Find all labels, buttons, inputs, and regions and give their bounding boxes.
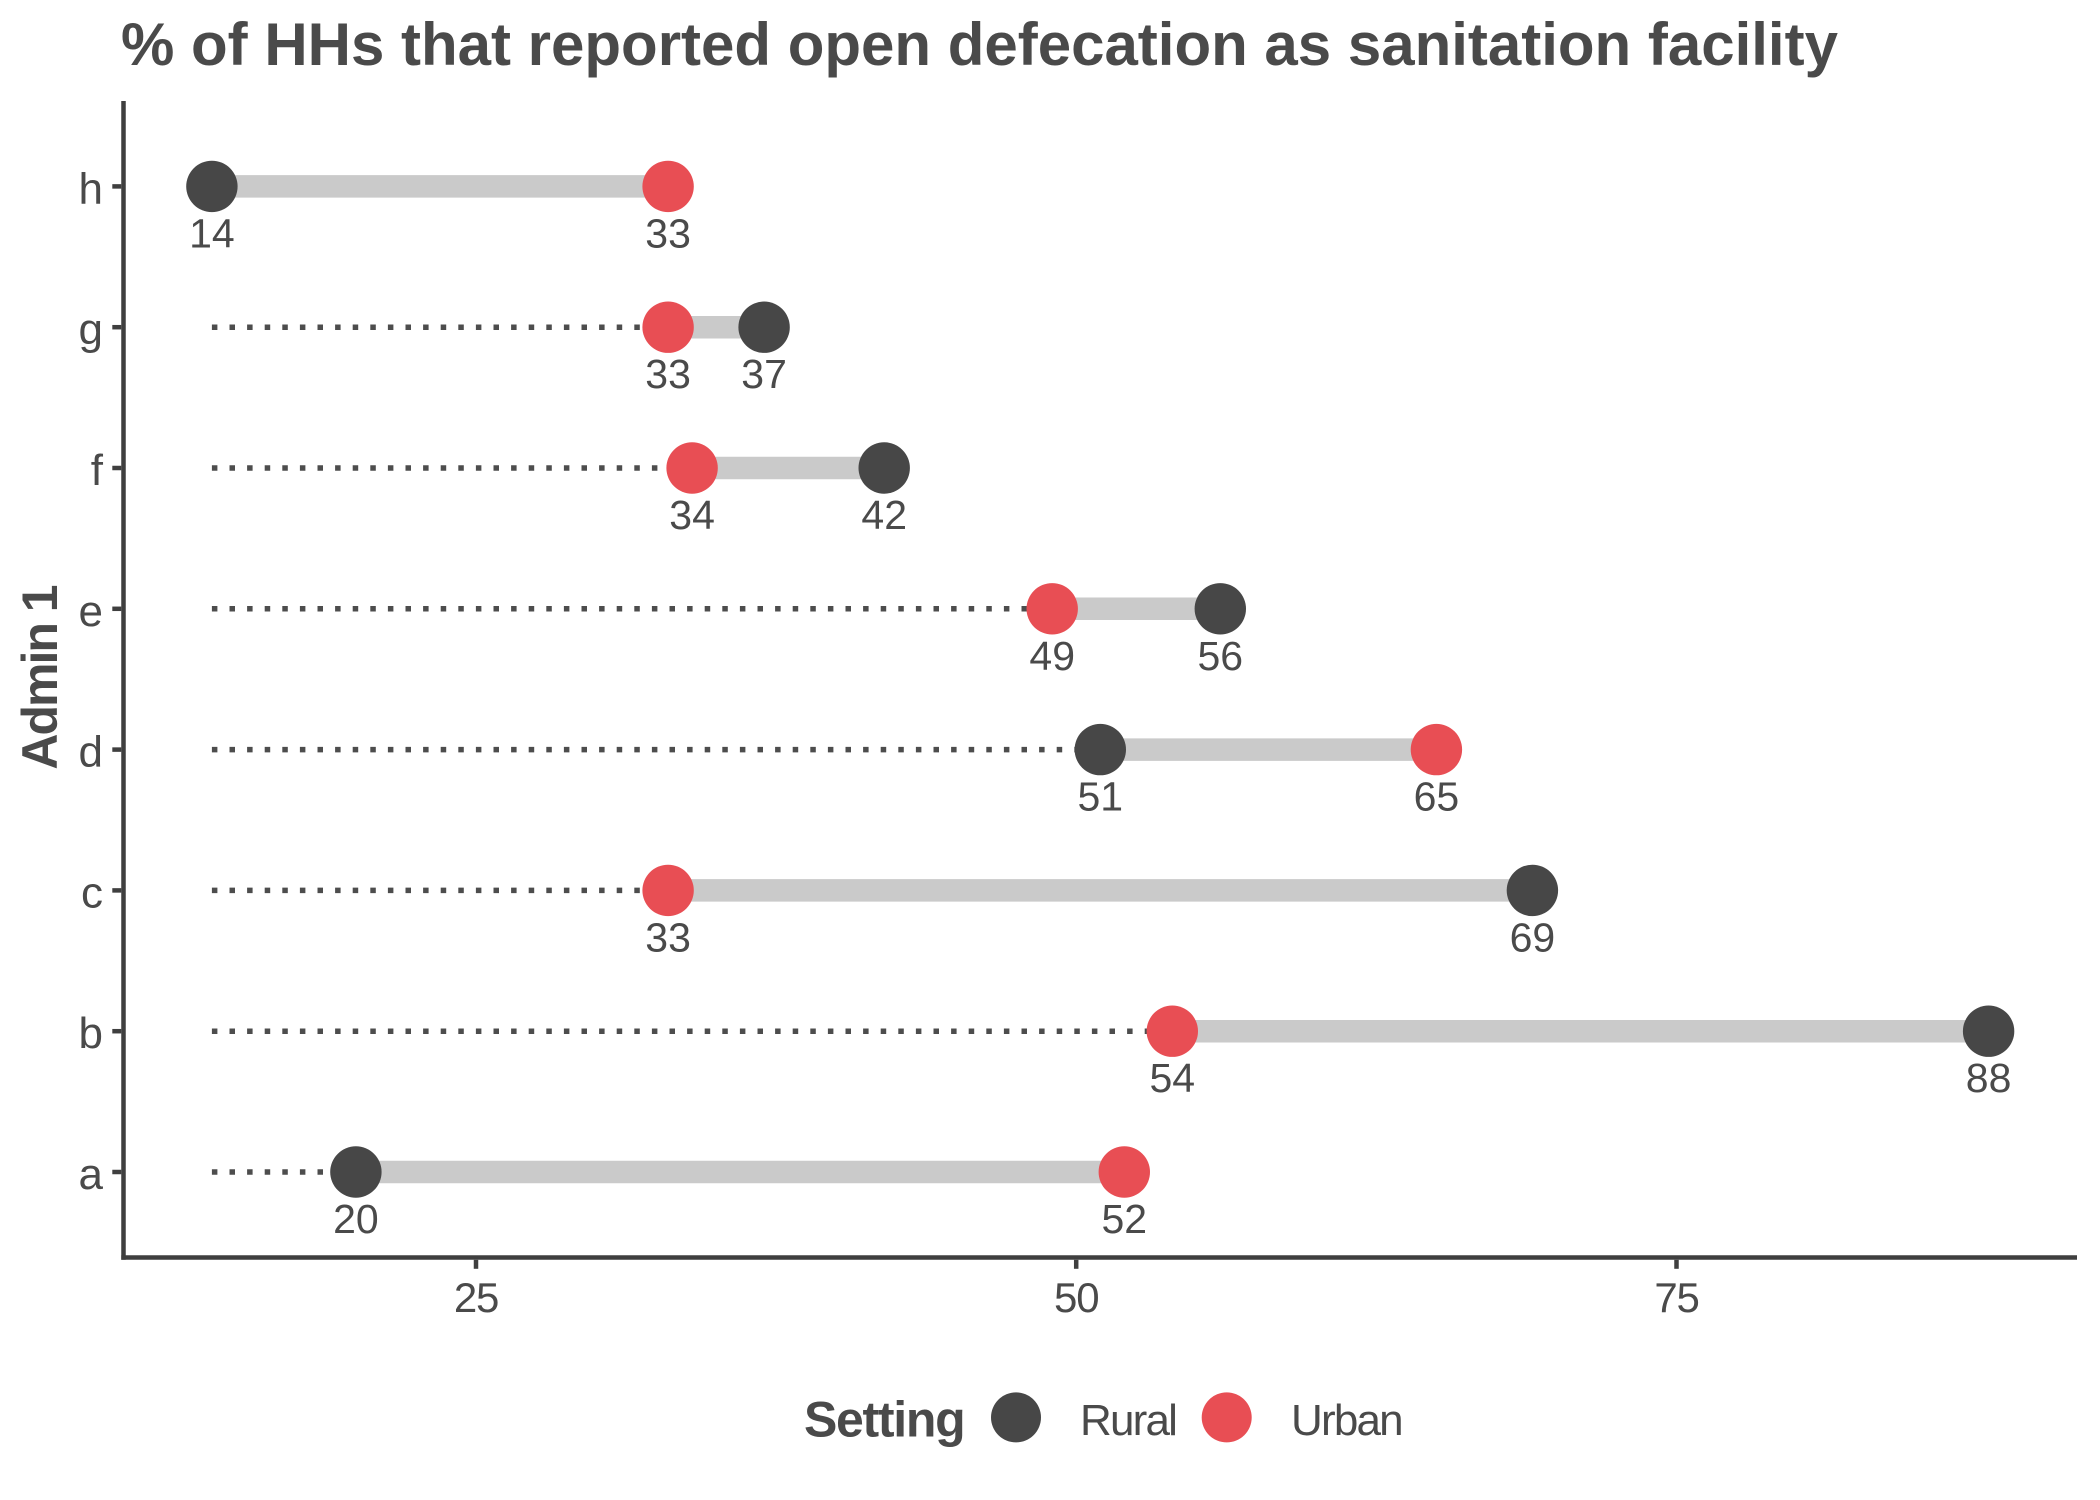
svg-text:h: h (79, 164, 103, 213)
svg-text:56: 56 (1197, 633, 1243, 679)
svg-text:Urban: Urban (1291, 1396, 1402, 1445)
svg-text:a: a (79, 1150, 104, 1199)
svg-text:33: 33 (645, 351, 691, 397)
svg-text:Setting: Setting (804, 1392, 964, 1448)
svg-text:25: 25 (454, 1274, 498, 1321)
svg-text:88: 88 (1966, 1055, 2012, 1101)
svg-text:42: 42 (861, 492, 907, 538)
svg-text:c: c (81, 868, 103, 917)
svg-text:% of HHs that reported open de: % of HHs that reported open defecation a… (121, 11, 1839, 78)
svg-text:20: 20 (333, 1196, 379, 1242)
svg-text:f: f (91, 446, 104, 495)
svg-text:37: 37 (741, 351, 787, 397)
svg-text:14: 14 (189, 210, 235, 256)
svg-text:d: d (79, 728, 103, 777)
svg-text:75: 75 (1654, 1274, 1698, 1321)
svg-text:33: 33 (645, 914, 691, 960)
svg-text:69: 69 (1510, 914, 1556, 960)
svg-text:50: 50 (1054, 1274, 1098, 1321)
svg-text:65: 65 (1414, 774, 1460, 820)
svg-text:Admin 1: Admin 1 (12, 585, 68, 769)
svg-text:Rural: Rural (1080, 1396, 1176, 1445)
svg-text:34: 34 (669, 492, 715, 538)
svg-text:g: g (79, 305, 103, 354)
svg-text:b: b (79, 1009, 103, 1058)
svg-text:51: 51 (1077, 774, 1123, 820)
svg-text:33: 33 (645, 210, 691, 256)
svg-text:54: 54 (1149, 1055, 1195, 1101)
svg-text:49: 49 (1029, 633, 1075, 679)
svg-text:52: 52 (1101, 1196, 1147, 1242)
svg-text:e: e (79, 587, 103, 636)
